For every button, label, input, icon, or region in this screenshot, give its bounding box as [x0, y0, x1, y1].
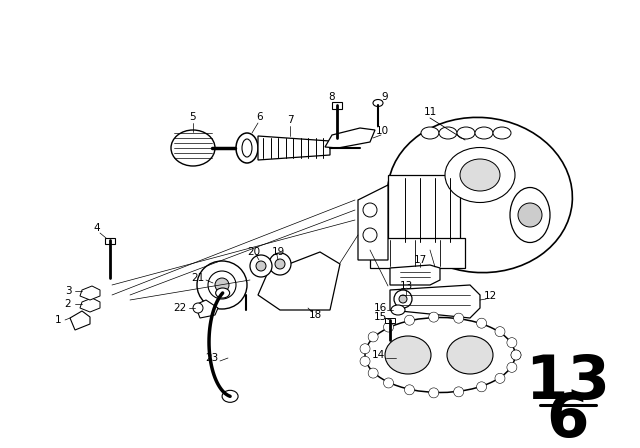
Circle shape — [518, 203, 542, 227]
Circle shape — [429, 312, 439, 322]
Ellipse shape — [216, 288, 230, 298]
Circle shape — [429, 388, 439, 398]
Ellipse shape — [373, 99, 383, 107]
Text: 6: 6 — [257, 112, 263, 122]
Ellipse shape — [236, 133, 258, 163]
Circle shape — [360, 356, 370, 366]
Circle shape — [193, 303, 203, 313]
Text: 13: 13 — [525, 353, 611, 412]
Ellipse shape — [171, 130, 215, 166]
Text: 21: 21 — [191, 273, 205, 283]
Circle shape — [215, 278, 229, 292]
Ellipse shape — [222, 390, 238, 402]
Ellipse shape — [388, 117, 572, 273]
Circle shape — [454, 387, 463, 397]
Text: 17: 17 — [413, 255, 427, 265]
Circle shape — [368, 332, 378, 342]
Text: 6: 6 — [547, 391, 589, 448]
Polygon shape — [258, 136, 330, 160]
Bar — [332, 102, 342, 109]
Polygon shape — [388, 175, 460, 245]
Polygon shape — [258, 252, 340, 310]
Circle shape — [360, 344, 370, 354]
Circle shape — [495, 327, 505, 336]
Ellipse shape — [460, 159, 500, 191]
Circle shape — [383, 322, 394, 332]
Ellipse shape — [447, 336, 493, 374]
Text: 16: 16 — [373, 303, 387, 313]
Circle shape — [404, 385, 415, 395]
Circle shape — [507, 338, 517, 348]
Polygon shape — [390, 285, 480, 318]
Bar — [385, 318, 395, 323]
Circle shape — [399, 295, 407, 303]
Bar — [105, 238, 115, 244]
Polygon shape — [80, 286, 100, 300]
Ellipse shape — [365, 318, 515, 392]
Circle shape — [477, 318, 486, 328]
Text: 1: 1 — [54, 315, 61, 325]
Ellipse shape — [510, 188, 550, 242]
Ellipse shape — [493, 127, 511, 139]
Polygon shape — [370, 238, 465, 268]
Text: 10: 10 — [376, 126, 388, 136]
Text: 19: 19 — [271, 247, 285, 257]
Circle shape — [269, 253, 291, 275]
Circle shape — [511, 350, 521, 360]
Text: 5: 5 — [189, 112, 196, 122]
Circle shape — [495, 373, 505, 383]
Text: 3: 3 — [65, 286, 71, 296]
Ellipse shape — [439, 127, 457, 139]
Polygon shape — [80, 298, 100, 312]
Text: 4: 4 — [93, 223, 100, 233]
Ellipse shape — [391, 305, 405, 315]
Circle shape — [511, 350, 521, 360]
Polygon shape — [195, 300, 218, 318]
Text: 9: 9 — [381, 92, 388, 102]
Text: 8: 8 — [329, 92, 335, 102]
Text: 18: 18 — [308, 310, 322, 320]
Circle shape — [208, 271, 236, 299]
Circle shape — [507, 362, 517, 372]
Circle shape — [250, 255, 272, 277]
Text: 13: 13 — [399, 281, 413, 291]
Ellipse shape — [197, 261, 247, 309]
Polygon shape — [390, 265, 440, 285]
Circle shape — [275, 259, 285, 269]
Ellipse shape — [385, 336, 431, 374]
Text: 23: 23 — [205, 353, 219, 363]
Ellipse shape — [242, 139, 252, 157]
Circle shape — [477, 382, 486, 392]
Circle shape — [368, 368, 378, 378]
Ellipse shape — [421, 127, 439, 139]
Text: 14: 14 — [371, 350, 385, 360]
Polygon shape — [325, 128, 375, 148]
Text: 22: 22 — [173, 303, 187, 313]
Circle shape — [256, 261, 266, 271]
Polygon shape — [358, 185, 388, 260]
Text: 20: 20 — [248, 247, 260, 257]
Circle shape — [454, 313, 463, 323]
Ellipse shape — [457, 127, 475, 139]
Polygon shape — [70, 311, 90, 330]
Text: 7: 7 — [287, 115, 293, 125]
Circle shape — [404, 315, 415, 325]
Circle shape — [383, 378, 394, 388]
Text: 15: 15 — [373, 312, 387, 322]
Ellipse shape — [475, 127, 493, 139]
Text: 11: 11 — [424, 107, 436, 117]
Circle shape — [363, 203, 377, 217]
Ellipse shape — [445, 147, 515, 202]
Circle shape — [363, 228, 377, 242]
Circle shape — [394, 290, 412, 308]
Text: 2: 2 — [65, 299, 71, 309]
Text: 12: 12 — [483, 291, 497, 301]
